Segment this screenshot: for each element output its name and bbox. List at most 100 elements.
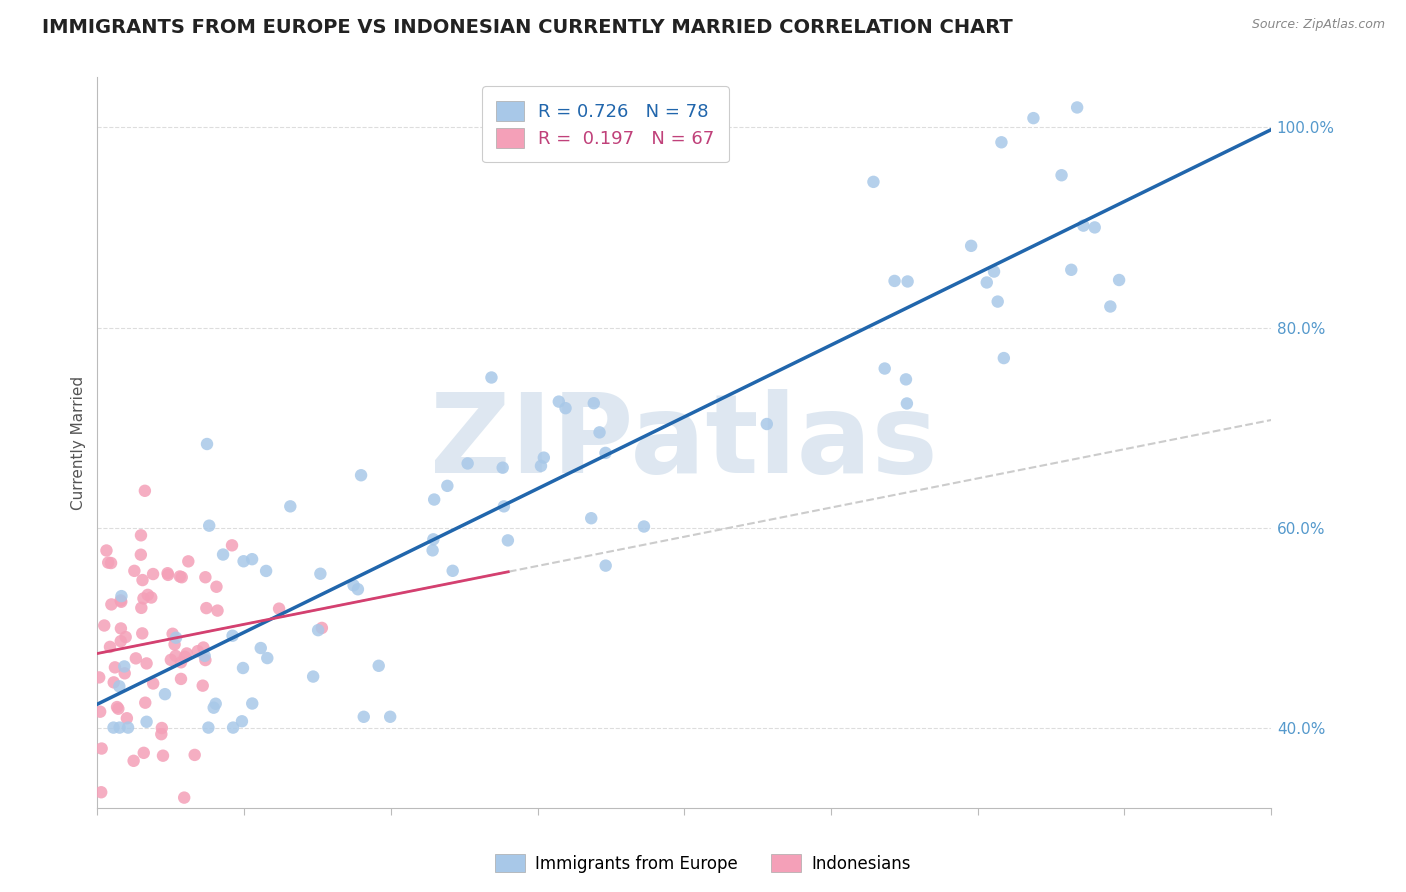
Point [254,564,277,578]
Y-axis label: Currently Married: Currently Married [72,376,86,509]
Point [256,651,278,665]
Point [347,582,370,597]
Point [132,591,155,606]
Point [177,554,200,568]
Point [547,394,569,409]
Point [122,754,145,768]
Point [311,621,333,635]
Point [115,711,138,725]
Point [98,640,121,654]
Text: ZIPatlas: ZIPatlas [430,389,938,496]
Text: Source: ZipAtlas.com: Source: ZipAtlas.com [1251,18,1385,31]
Point [1108,273,1130,287]
Point [221,629,243,643]
Point [197,721,219,735]
Point [194,648,217,663]
Point [194,570,217,584]
Point [198,518,221,533]
Point [89,705,111,719]
Point [150,721,173,735]
Point [110,622,132,636]
Point [112,659,135,673]
Point [990,136,1012,150]
Point [983,264,1005,278]
Point [595,446,617,460]
Point [588,425,610,440]
Point [353,710,375,724]
Point [170,672,193,686]
Point [117,721,139,735]
Point [150,727,173,741]
Point [194,653,217,667]
Point [103,721,125,735]
Point [302,669,325,683]
Point [202,700,225,714]
Legend: R = 0.726   N = 78, R =  0.197   N = 67: R = 0.726 N = 78, R = 0.197 N = 67 [482,87,728,162]
Point [90,785,112,799]
Point [1060,262,1083,277]
Point [156,566,179,581]
Point [176,647,198,661]
Point [267,601,290,615]
Point [307,623,329,637]
Point [170,570,193,584]
Point [883,274,905,288]
Point [89,670,111,684]
Point [152,748,174,763]
Point [1022,111,1045,125]
Point [131,626,153,640]
Point [309,566,332,581]
Legend: Immigrants from Europe, Indonesians: Immigrants from Europe, Indonesians [488,847,918,880]
Point [114,666,136,681]
Point [173,790,195,805]
Point [205,580,228,594]
Point [125,651,148,665]
Point [481,370,503,384]
Point [114,630,136,644]
Point [195,601,218,615]
Point [894,372,917,386]
Point [249,641,271,656]
Point [222,721,245,735]
Point [110,593,132,607]
Point [342,578,364,592]
Point [183,747,205,762]
Point [367,658,389,673]
Text: IMMIGRANTS FROM EUROPE VS INDONESIAN CURRENTLY MARRIED CORRELATION CHART: IMMIGRANTS FROM EUROPE VS INDONESIAN CUR… [42,18,1012,37]
Point [350,468,373,483]
Point [163,637,186,651]
Point [862,175,884,189]
Point [897,275,920,289]
Point [207,604,229,618]
Point [231,714,253,729]
Point [157,567,180,582]
Point [873,361,896,376]
Point [110,589,132,603]
Point [582,396,605,410]
Point [240,697,263,711]
Point [232,661,254,675]
Point [457,457,479,471]
Point [633,519,655,533]
Point [422,543,444,558]
Point [554,401,576,416]
Point [1050,168,1073,182]
Point [162,627,184,641]
Point [987,294,1010,309]
Point [191,679,214,693]
Point [380,710,402,724]
Point [100,598,122,612]
Point [170,655,193,669]
Point [107,702,129,716]
Point [165,648,187,663]
Point [422,533,444,547]
Point [97,556,120,570]
Point [96,543,118,558]
Point [492,460,515,475]
Point [240,552,263,566]
Point [960,239,983,253]
Point [492,500,515,514]
Point [423,492,446,507]
Point [1099,300,1122,314]
Point [93,618,115,632]
